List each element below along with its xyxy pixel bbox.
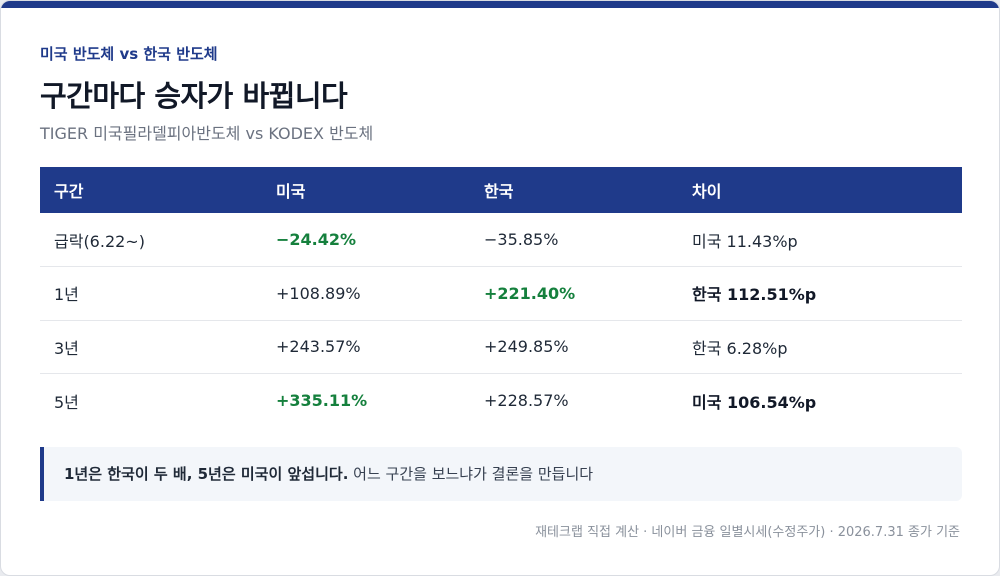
comparison-table: 구간 미국 한국 차이 급락(6.22~) −24.42% −35.85% 미국… — [40, 167, 962, 427]
column-header-period: 구간 — [54, 182, 84, 201]
cell-us: +108.89% — [276, 283, 361, 303]
cell-diff: 미국 11.43%p — [692, 231, 798, 251]
page-title: 구간마다 승자가 바뀝니다 — [40, 79, 348, 113]
accent-bar — [1, 1, 999, 8]
source-footnote: 재테크랩 직접 계산 · 네이버 금융 일별시세(수정주가) · 2026.7.… — [535, 525, 960, 540]
cell-period: 3년 — [54, 338, 79, 358]
column-header-kr: 한국 — [484, 182, 514, 201]
table-row: 3년 +243.57% +249.85% 한국 6.28%p — [40, 320, 962, 374]
table-header-row: 구간 미국 한국 차이 — [40, 167, 962, 213]
cell-us: +243.57% — [276, 337, 361, 357]
page-subtitle: TIGER 미국필라델피아반도체 vs KODEX 반도체 — [40, 124, 374, 143]
cell-kr: −35.85% — [484, 230, 559, 249]
summary-note-text: 어느 구간을 보느냐가 결론을 만듭니다 — [348, 465, 594, 483]
eyebrow: 미국 반도체 vs 한국 반도체 — [40, 45, 218, 63]
table-row: 1년 +108.89% +221.40% 한국 112.51%p — [40, 267, 962, 320]
cell-kr: +228.57% — [484, 391, 569, 410]
summary-note-bold: 1년은 한국이 두 배, 5년은 미국이 앞섭니다. — [64, 465, 349, 483]
cell-period: 1년 — [54, 285, 79, 305]
summary-note: 1년은 한국이 두 배, 5년은 미국이 앞섭니다. 어느 구간을 보느냐가 결… — [40, 447, 962, 501]
column-header-us: 미국 — [276, 182, 306, 201]
cell-period: 급락(6.22~) — [54, 231, 145, 251]
cell-diff: 한국 6.28%p — [692, 338, 788, 358]
cell-period: 5년 — [54, 392, 79, 412]
table-row: 5년 +335.11% +228.57% 미국 106.54%p — [40, 374, 962, 428]
cell-kr: +249.85% — [484, 337, 569, 357]
column-header-diff: 차이 — [692, 182, 722, 201]
cell-diff: 미국 106.54%p — [692, 392, 817, 412]
table-row: 급락(6.22~) −24.42% −35.85% 미국 11.43%p — [40, 213, 962, 267]
cell-us: +335.11% — [276, 391, 368, 410]
cell-us: −24.42% — [276, 230, 357, 249]
cell-kr: +221.40% — [484, 283, 576, 303]
cell-diff: 한국 112.51%p — [692, 285, 817, 305]
